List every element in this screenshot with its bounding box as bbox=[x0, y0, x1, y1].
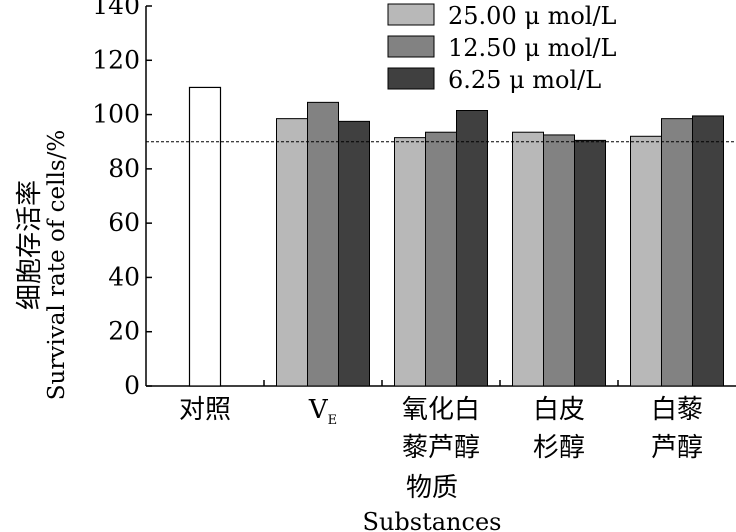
legend-label: 12.50 μ mol/L bbox=[448, 34, 617, 62]
y-axis-title: 细胞存活率 Survival rate of cells/% bbox=[15, 130, 70, 400]
x-category-label: 白皮 bbox=[533, 395, 585, 425]
bar-2-4 bbox=[661, 118, 693, 387]
legend-swatch bbox=[387, 67, 435, 90]
x-axis-label-english: Substances bbox=[363, 508, 502, 532]
bar-3-1 bbox=[338, 120, 370, 387]
y-tick-label: 20 bbox=[108, 317, 140, 346]
y-tick-label: 140 bbox=[92, 0, 140, 20]
y-tick-label: 80 bbox=[108, 154, 140, 183]
y-tick-label: 40 bbox=[108, 262, 140, 291]
plot-area: 0 20 40 60 80 100 120 140 bbox=[92, 0, 736, 400]
bar-1-4 bbox=[630, 135, 662, 387]
legend-swatch bbox=[387, 35, 435, 58]
legend: 25.00 μ mol/L 12.50 μ mol/L 6.25 μ mol/L bbox=[387, 2, 617, 94]
y-tick-label: 100 bbox=[92, 100, 140, 129]
x-category-label: 对照 bbox=[179, 395, 231, 425]
bar-2-2 bbox=[425, 131, 457, 387]
y-axis-label-chinese: 细胞存活率 bbox=[15, 180, 45, 310]
legend-label: 6.25 μ mol/L bbox=[448, 66, 601, 94]
bar-2-1 bbox=[307, 101, 339, 387]
x-category-label: 杉醇 bbox=[533, 433, 585, 463]
y-tick-label: 120 bbox=[92, 45, 140, 74]
y-tick-label: 0 bbox=[124, 371, 140, 400]
y-axis-label-english: Survival rate of cells/% bbox=[44, 130, 70, 400]
legend-label: 25.00 μ mol/L bbox=[448, 2, 617, 30]
bar-3-4 bbox=[692, 115, 724, 387]
x-category-label: VE bbox=[308, 395, 337, 428]
bar-1-1 bbox=[276, 118, 308, 387]
x-category-label: 白藜 bbox=[651, 395, 703, 425]
bar-3-3 bbox=[574, 139, 606, 387]
legend-swatch bbox=[387, 3, 435, 26]
bar-1-3 bbox=[512, 131, 544, 387]
bar-1-2 bbox=[394, 137, 426, 387]
bar-2-3 bbox=[543, 134, 575, 387]
y-tick-label: 60 bbox=[108, 208, 140, 237]
bar-control bbox=[188, 86, 222, 387]
x-category-label: 氧化白 bbox=[402, 395, 480, 425]
x-category-label: 藜芦醇 bbox=[402, 433, 480, 463]
x-category-label: 芦醇 bbox=[651, 433, 703, 463]
x-axis-label-chinese: 物质 bbox=[406, 473, 458, 503]
bar-3-2 bbox=[456, 110, 488, 387]
